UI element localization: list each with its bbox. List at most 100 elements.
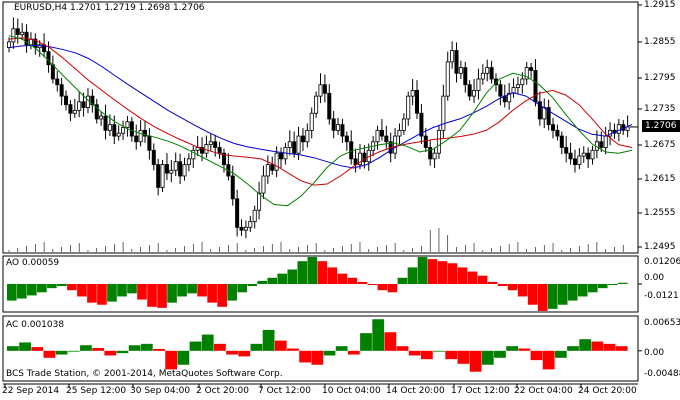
ac-histogram-bar	[92, 348, 105, 351]
candle-body	[498, 84, 503, 97]
ao-histogram-bar	[157, 284, 167, 308]
candle-body	[529, 67, 534, 71]
candle-body	[590, 149, 595, 160]
x-tick: 24 Oct 20:00	[578, 386, 637, 396]
candle-body	[213, 141, 218, 148]
candle-body	[436, 129, 441, 154]
ac-histogram-bar	[55, 350, 68, 355]
ao-histogram-bar	[397, 277, 408, 284]
candle-body	[68, 104, 73, 114]
ao-histogram-bar	[577, 284, 588, 297]
ac-histogram-bar	[250, 343, 263, 351]
moving-average-line-1	[8, 44, 633, 169]
main-y-tick: 1.2675	[644, 140, 676, 150]
ao-histogram-bar	[267, 277, 278, 284]
ac-y-tick: 0.006536	[644, 318, 680, 328]
candle-body	[445, 61, 450, 97]
ao-title: AO 0.00059	[6, 258, 60, 268]
candle-body	[64, 95, 69, 106]
candle-body	[265, 164, 270, 177]
ac-histogram-bar	[615, 346, 628, 351]
moving-average-line-2	[8, 37, 633, 186]
ac-histogram-bar	[299, 350, 312, 363]
candle-body	[129, 121, 134, 137]
ao-histogram-bar	[207, 284, 217, 303]
candle-body	[318, 84, 323, 97]
candle-body	[116, 132, 121, 137]
ao-y-tick: 0.00	[644, 273, 665, 283]
ac-histogram-bar	[226, 350, 238, 355]
ac-histogram-bar	[128, 345, 141, 351]
candle-body	[151, 149, 156, 165]
x-tick: 30 Sep 04:00	[130, 386, 191, 396]
ao-histogram-bar	[217, 284, 227, 307]
ao-histogram-bar	[67, 284, 77, 291]
candle-body	[507, 92, 512, 103]
candle-body	[77, 101, 82, 111]
candle-body	[112, 124, 117, 137]
ac-histogram-bar	[201, 334, 214, 351]
ao-histogram-bar	[377, 284, 388, 291]
ac-histogram-bar	[335, 346, 348, 351]
candle-body	[300, 135, 305, 143]
candle-body	[362, 152, 367, 163]
candle-body	[533, 70, 538, 103]
candle-body	[248, 221, 253, 228]
ac-histogram-bar	[603, 343, 616, 351]
x-tick: 2 Oct 20:00	[196, 386, 249, 396]
candle-body	[200, 147, 205, 154]
candle-body	[305, 129, 310, 143]
ao-histogram-bar	[257, 280, 268, 284]
main-y-tick: 1.2795	[644, 73, 676, 83]
main-y-tick: 1.2915	[644, 0, 676, 10]
candle-body	[279, 152, 284, 160]
ac-title: AC 0.001038	[6, 320, 65, 330]
candle-body	[450, 50, 455, 63]
candle-body	[186, 158, 191, 165]
candle-body	[243, 226, 248, 231]
candle-body	[419, 112, 424, 137]
ao-histogram-bar	[27, 284, 37, 296]
candle-body	[107, 124, 112, 131]
candle-body	[160, 164, 165, 188]
candle-body	[586, 152, 591, 160]
candle-body	[384, 135, 389, 143]
candle-body	[393, 135, 398, 154]
candle-body	[397, 129, 402, 137]
ao-histogram-bar	[477, 275, 488, 284]
ao-histogram-bar	[47, 284, 57, 289]
ao-histogram-bar	[7, 284, 17, 301]
candle-body	[314, 95, 319, 114]
candle-body	[94, 104, 99, 120]
x-tick: 14 Oct 20:00	[386, 386, 445, 396]
ac-histogram-bar	[396, 346, 409, 351]
ac-histogram-bar	[481, 350, 494, 365]
copyright-watermark: BCS Trade Station, © 2001-2014, MetaQuot…	[6, 369, 283, 379]
candle-body	[55, 78, 60, 86]
ac-histogram-bar	[530, 350, 543, 361]
ao-histogram-bar	[407, 267, 418, 284]
candle-body	[292, 141, 297, 154]
candle-body	[559, 135, 564, 148]
x-tick: 10 Oct 04:00	[322, 386, 381, 396]
ac-histogram-bar	[140, 343, 153, 351]
candle-body	[616, 124, 621, 134]
candle-body	[379, 129, 384, 137]
candle-body	[428, 147, 433, 160]
candle-body	[463, 67, 468, 86]
candle-body	[331, 118, 336, 131]
main-y-tick: 1.2495	[644, 242, 676, 252]
candle-body	[147, 135, 152, 151]
ao-histogram-bar	[457, 267, 468, 284]
ao-histogram-bar	[547, 284, 558, 309]
candle-body	[103, 115, 108, 131]
x-tick: 7 Oct 12:00	[258, 386, 311, 396]
candle-body	[182, 164, 187, 177]
candle-body	[221, 152, 226, 165]
candle-body	[454, 50, 459, 74]
candle-body	[432, 152, 437, 160]
candle-body	[274, 152, 279, 171]
candle-body	[336, 124, 341, 131]
